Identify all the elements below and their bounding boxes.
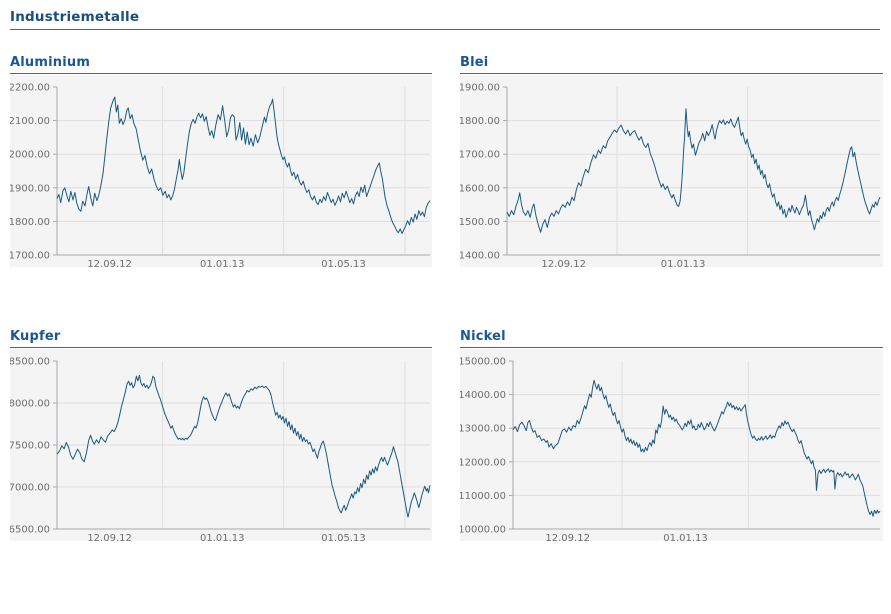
chart-module-blei: Blei 1900.00 1800.00 1700.00 1600.00 1500.00… (460, 55, 883, 267)
chart-module-kupfer: Kupfer 8500.00 8000.00 7500.00 7000.00 6500.… (10, 329, 432, 541)
x-tick-label: 01.01.13 (661, 259, 706, 267)
chart-module-aluminium: Aluminium 2200.00 2100.00 2000.00 1900.00 18… (10, 55, 432, 267)
chart-title: Kupfer (10, 329, 432, 348)
price-line-nickel (512, 379, 881, 517)
y-tick-label: 1700.00 (10, 251, 50, 262)
chart-svg-kupfer: 8500.00 8000.00 7500.00 7000.00 6500.00 12.09… (10, 357, 431, 541)
y-tick-label: 7500.00 (10, 441, 50, 452)
chart-panel: 15000.00 14000.00 13000.00 12000.00 11000.00… (460, 349, 883, 541)
chart-title: Aluminium (10, 55, 432, 74)
y-tick-label: 1900.00 (10, 183, 50, 194)
y-tick-label: 13000.00 (460, 424, 506, 435)
x-tick-label: 01.05.13 (321, 259, 366, 267)
y-tick-label: 1400.00 (460, 251, 500, 262)
chart-svg-blei: 1900.00 1800.00 1700.00 1600.00 1500.00 1400.… (460, 83, 881, 267)
y-tick-label: 12000.00 (460, 457, 506, 468)
chart-title: Nickel (460, 329, 883, 348)
price-line-kupfer (56, 374, 431, 518)
x-tick-label: 01.05.13 (321, 533, 366, 541)
price-line-aluminium (56, 96, 431, 234)
y-tick-label: 8000.00 (10, 399, 50, 410)
x-tick-label: 12.09.12 (545, 533, 590, 541)
y-tick-label: 6500.00 (10, 525, 50, 536)
y-tick-label: 7000.00 (10, 483, 50, 494)
chart-svg-nickel: 15000.00 14000.00 13000.00 12000.00 11000.00… (460, 357, 881, 541)
y-tick-label: 14000.00 (460, 390, 506, 401)
y-tick-label: 11000.00 (460, 491, 506, 502)
page: Industriemetalle Aluminium 2200.00 2100.0… (10, 9, 883, 541)
y-tick-label: 1800.00 (10, 217, 50, 228)
chart-grid: Aluminium 2200.00 2100.00 2000.00 1900.00 18… (10, 55, 883, 541)
chart-panel: 2200.00 2100.00 2000.00 1900.00 1800.00 1700.… (10, 75, 432, 267)
chart-panel: 8500.00 8000.00 7500.00 7000.00 6500.00 12.09… (10, 349, 432, 541)
y-tick-label: 1700.00 (460, 150, 500, 161)
x-tick-label: 01.01.13 (200, 533, 245, 541)
y-tick-label: 1800.00 (460, 116, 500, 127)
y-tick-label: 15000.00 (460, 357, 506, 368)
y-tick-label: 2200.00 (10, 83, 50, 94)
y-tick-label: 2100.00 (10, 116, 50, 127)
x-tick-label: 12.09.12 (87, 259, 132, 267)
page-title: Industriemetalle (10, 9, 880, 30)
y-tick-label: 1500.00 (460, 217, 500, 228)
price-line-blei (506, 108, 881, 233)
y-tick-label: 1900.00 (460, 83, 500, 94)
x-tick-label: 01.01.13 (663, 533, 708, 541)
chart-title: Blei (460, 55, 883, 74)
x-tick-label: 01.01.13 (200, 259, 245, 267)
chart-module-nickel: Nickel 15000.00 14000.00 13000.00 12000.00 1… (460, 329, 883, 541)
y-tick-label: 8500.00 (10, 357, 50, 368)
y-tick-label: 10000.00 (460, 525, 506, 536)
y-tick-label: 1600.00 (460, 183, 500, 194)
x-tick-label: 12.09.12 (87, 533, 132, 541)
y-tick-label: 2000.00 (10, 150, 50, 161)
x-tick-label: 12.09.12 (541, 259, 586, 267)
chart-panel: 1900.00 1800.00 1700.00 1600.00 1500.00 1400.… (460, 75, 883, 267)
chart-svg-aluminium: 2200.00 2100.00 2000.00 1900.00 1800.00 1700.… (10, 83, 431, 267)
